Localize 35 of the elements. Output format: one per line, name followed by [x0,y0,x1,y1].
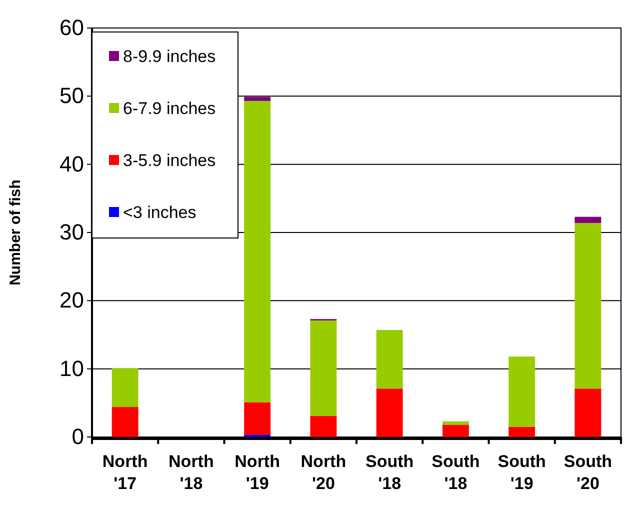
legend-label: 6-7.9 inches [123,99,216,118]
y-tick-label: 60 [60,15,84,40]
x-tick-label: North '20 [300,452,346,493]
x-tick-label: South '19 [498,452,546,493]
bar [244,402,271,435]
bar [310,320,337,416]
bar [574,222,602,389]
bar [244,96,271,101]
y-tick-label: 10 [60,356,84,381]
bar [376,388,403,437]
y-tick-label: 20 [60,288,84,313]
bar [574,388,602,437]
bar [112,407,138,437]
x-tick-label: North '19 [234,452,280,493]
bar [442,424,469,437]
x-tick-label: North '17 [102,452,148,493]
legend-label: <3 inches [123,203,196,222]
x-tick-label: South '18 [365,452,414,493]
legend-label: 8-9.9 inches [123,47,216,66]
bar [112,368,138,408]
x-tick-label: South '18 [432,452,480,493]
y-tick-label: 30 [60,220,84,245]
bar [508,426,536,437]
y-tick-label: 50 [60,83,84,108]
bar [244,100,271,402]
y-tick-label: 0 [72,424,84,450]
x-tick-label: North '18 [168,452,214,493]
bar [574,216,602,223]
bar [310,416,337,437]
bar [376,330,403,389]
y-tick-label: 40 [60,151,84,176]
y-axis-title: Number of fish [7,180,24,286]
legend-label: 3-5.9 inches [123,151,216,170]
x-tick-label: South '20 [564,452,612,493]
bar [508,356,536,427]
